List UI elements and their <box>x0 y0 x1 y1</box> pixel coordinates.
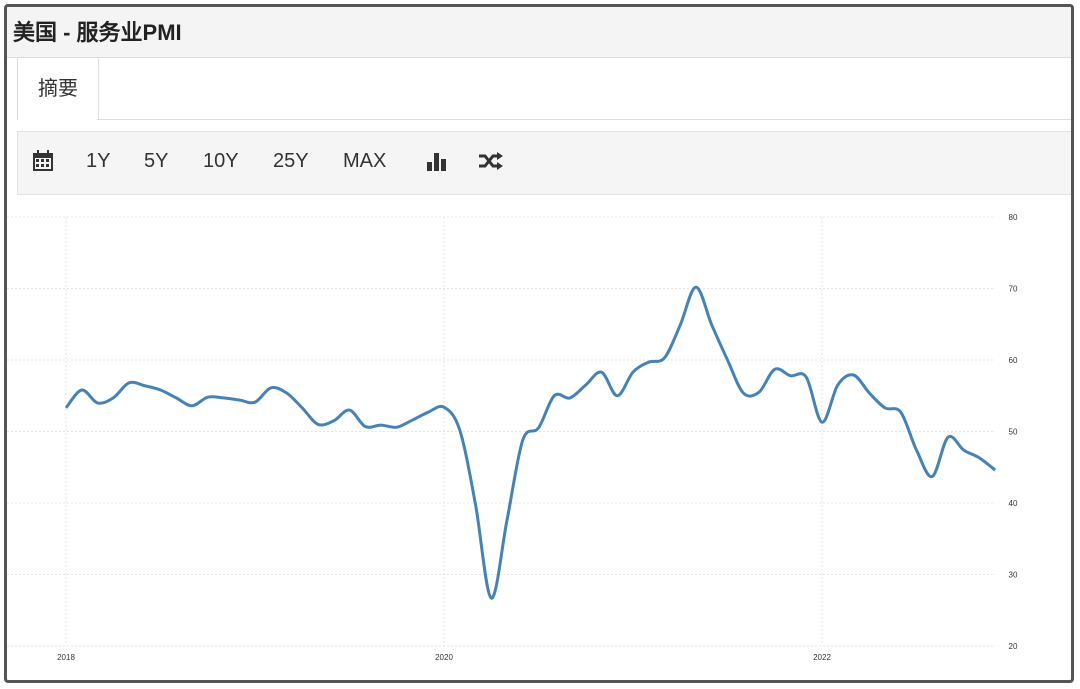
calendar-icon[interactable] <box>32 150 54 172</box>
x-tick-label: 2020 <box>435 653 453 662</box>
y-tick-label: 30 <box>1009 571 1018 580</box>
y-tick-label: 40 <box>1009 499 1018 508</box>
chart: 20 30 40 50 60 70 80 2018 2020 2022 <box>7 213 1018 662</box>
range-button[interactable]: 1Y <box>86 150 111 172</box>
y-tick-label: 70 <box>1009 285 1018 294</box>
y-tick-label: 20 <box>1009 642 1018 651</box>
toolbar: 1Y 5Y 10Y 25Y MAX <box>17 131 1071 195</box>
range-button[interactable]: 5Y <box>144 150 169 172</box>
header: 美国 - 服务业PMI <box>7 7 1071 58</box>
y-tick-label: 60 <box>1009 356 1018 365</box>
tab-divider <box>97 119 1071 120</box>
chart-type-icon[interactable] <box>425 150 447 172</box>
y-tick-label: 80 <box>1009 213 1018 222</box>
range-button[interactable]: 25Y <box>273 150 309 172</box>
page-title: 美国 - 服务业PMI <box>13 20 182 45</box>
tab[interactable]: 摘要 <box>17 58 99 120</box>
window: 美国 - 服务业PMI 摘要 1Y 5Y 10Y 25Y MAX 20 30 40 5… <box>4 4 1074 683</box>
data-line <box>64 285 997 600</box>
compare-icon[interactable] <box>478 150 504 172</box>
range-button[interactable]: MAX <box>343 150 387 172</box>
x-tick-label: 2018 <box>57 653 75 662</box>
y-tick-label: 50 <box>1009 428 1018 437</box>
x-tick-label: 2022 <box>813 653 831 662</box>
range-button[interactable]: 10Y <box>203 150 239 172</box>
